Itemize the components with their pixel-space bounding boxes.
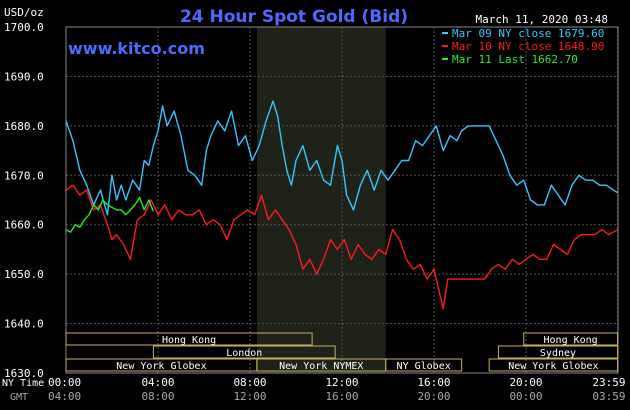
- nymex-session-shade: [256, 27, 386, 373]
- y-tick-label: 1680.0: [4, 120, 44, 133]
- market-session-label: Sydney: [540, 348, 576, 359]
- y-tick-label: 1630.0: [4, 367, 44, 380]
- kitco-watermark: www.kitco.com: [68, 39, 205, 58]
- x-tick-label-ny: 16:00: [417, 376, 450, 389]
- y-unit-label: USD/oz: [4, 6, 44, 19]
- market-session-box: [497, 345, 619, 359]
- x-tick-label-gmt: 16:00: [325, 390, 358, 403]
- market-session-label: New York Globex: [508, 361, 598, 372]
- series-line-1: [65, 100, 618, 216]
- x-tick-label-ny: 23:59: [592, 376, 625, 389]
- chart-title: 24 Hour Spot Gold (Bid): [180, 7, 408, 27]
- y-tick-label: 1660.0: [4, 219, 44, 232]
- market-session-box: [523, 332, 619, 346]
- market-session-label: New York NYMEX: [279, 361, 363, 372]
- x-tick-label-ny: 08:00: [233, 376, 266, 389]
- x-tick-label-gmt: 00:00: [509, 390, 542, 403]
- legend-entry: Mar 09 NY close 1679.60: [452, 27, 604, 40]
- x-tick-label-gmt: 04:00: [48, 390, 81, 403]
- series-line-3: [65, 196, 155, 233]
- plot-area-border: [65, 26, 619, 374]
- market-session-label: Hong Kong: [162, 335, 216, 346]
- market-session-label: London: [226, 348, 262, 359]
- legend-entry: Mar 11 Last 1662.70: [452, 53, 578, 66]
- market-session-box: [385, 358, 463, 372]
- market-session-label: NY Globex: [397, 361, 451, 372]
- y-tick-label: 1640.0: [4, 318, 44, 331]
- market-session-label: New York Globex: [116, 361, 206, 372]
- x-tick-label-ny: 00:00: [48, 376, 81, 389]
- gmt-label: GMT: [10, 392, 28, 403]
- x-tick-label-gmt: 20:00: [417, 390, 450, 403]
- x-tick-label-ny: 12:00: [325, 376, 358, 389]
- x-tick-label-ny: 20:00: [509, 376, 542, 389]
- y-tick-label: 1670.0: [4, 169, 44, 182]
- series-line-2: [65, 184, 618, 310]
- market-session-box: [65, 332, 313, 346]
- ny-time-label: NY Time: [2, 378, 44, 389]
- market-session-label: Hong Kong: [544, 335, 598, 346]
- y-tick-label: 1690.0: [4, 70, 44, 83]
- chart-date: March 11, 2020 03:48: [476, 13, 608, 26]
- x-tick-label-gmt: 03:59: [592, 390, 625, 403]
- y-tick-label: 1700.0: [4, 21, 44, 34]
- legend-entry: Mar 10 NY close 1648.90: [452, 40, 604, 53]
- x-tick-label-gmt: 12:00: [233, 390, 266, 403]
- y-tick-label: 1650.0: [4, 268, 44, 281]
- x-tick-label-ny: 04:00: [141, 376, 174, 389]
- market-session-box: [152, 345, 336, 359]
- market-session-box: [488, 358, 619, 372]
- x-tick-label-gmt: 08:00: [141, 390, 174, 403]
